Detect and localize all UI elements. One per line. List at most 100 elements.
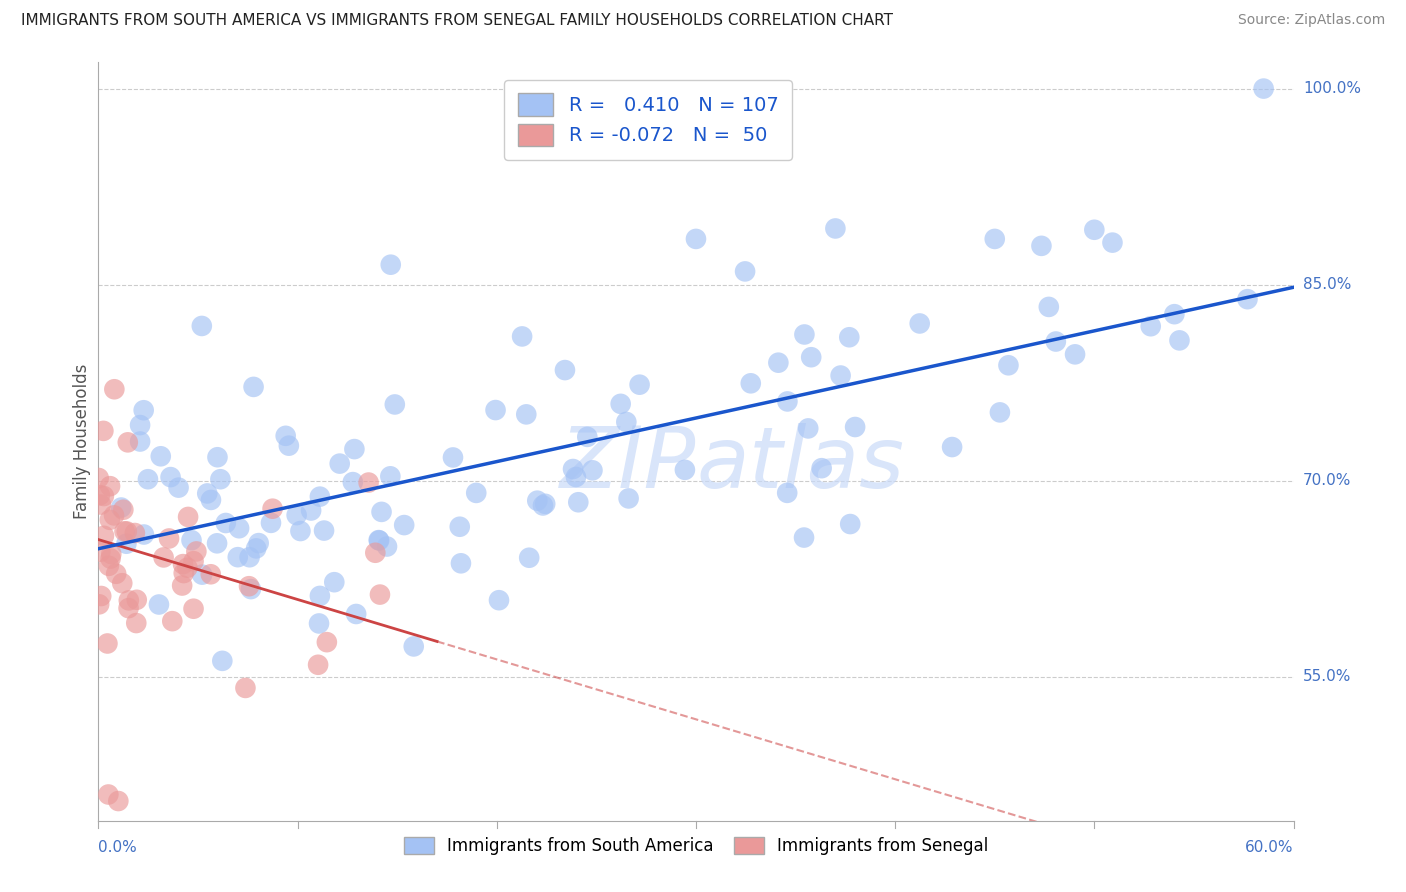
- Point: [984, 232, 1007, 246]
- Point: [115, 537, 138, 551]
- Point: [209, 472, 232, 486]
- Point: [1101, 235, 1123, 250]
- Point: [200, 567, 222, 582]
- Point: [117, 435, 139, 450]
- Point: [357, 475, 380, 490]
- Point: [367, 533, 389, 547]
- Point: [105, 566, 128, 581]
- Point: [211, 654, 233, 668]
- Point: [402, 640, 425, 654]
- Point: [260, 516, 283, 530]
- Point: [839, 517, 862, 532]
- Point: [299, 503, 322, 517]
- Point: [238, 550, 260, 565]
- Point: [90, 589, 112, 603]
- Point: [793, 531, 815, 545]
- Point: [309, 589, 332, 603]
- Point: [581, 463, 603, 477]
- Point: [97, 788, 120, 802]
- Point: [124, 526, 146, 541]
- Point: [200, 492, 222, 507]
- Point: [159, 470, 181, 484]
- Point: [342, 475, 364, 489]
- Point: [195, 486, 218, 500]
- Point: [274, 429, 297, 443]
- Point: [205, 536, 228, 550]
- Point: [262, 501, 284, 516]
- Point: [290, 524, 312, 538]
- Point: [172, 557, 194, 571]
- Point: [793, 327, 815, 342]
- Point: [614, 415, 637, 429]
- Point: [309, 490, 332, 504]
- Point: [207, 450, 229, 465]
- Point: [609, 397, 631, 411]
- Point: [1163, 307, 1185, 321]
- Point: [768, 356, 790, 370]
- Point: [103, 382, 125, 396]
- Point: [245, 541, 267, 556]
- Point: [148, 598, 170, 612]
- Point: [308, 616, 330, 631]
- Point: [734, 264, 756, 278]
- Point: [111, 576, 134, 591]
- Point: [364, 546, 387, 560]
- Point: [132, 403, 155, 417]
- Point: [515, 408, 537, 422]
- Point: [370, 505, 392, 519]
- Point: [565, 470, 588, 484]
- Point: [1045, 334, 1067, 349]
- Point: [344, 607, 367, 621]
- Point: [98, 513, 121, 527]
- Point: [484, 403, 506, 417]
- Point: [235, 681, 257, 695]
- Point: [89, 544, 111, 558]
- Point: [93, 489, 115, 503]
- Point: [238, 579, 260, 593]
- Point: [180, 533, 202, 548]
- Point: [510, 329, 533, 343]
- Point: [173, 566, 195, 580]
- Point: [247, 536, 270, 550]
- Point: [136, 472, 159, 486]
- Point: [517, 550, 540, 565]
- Point: [315, 635, 337, 649]
- Point: [162, 614, 184, 628]
- Point: [628, 377, 651, 392]
- Point: [157, 532, 180, 546]
- Point: [384, 397, 406, 411]
- Point: [1139, 319, 1161, 334]
- Point: [118, 593, 141, 607]
- Point: [562, 462, 585, 476]
- Text: atlas: atlas: [696, 423, 904, 506]
- Point: [96, 636, 118, 650]
- Point: [149, 450, 172, 464]
- Point: [242, 380, 264, 394]
- Point: [1083, 223, 1105, 237]
- Point: [567, 495, 589, 509]
- Point: [800, 350, 823, 364]
- Point: [554, 363, 576, 377]
- Text: 60.0%: 60.0%: [1246, 839, 1294, 855]
- Text: 100.0%: 100.0%: [1303, 81, 1361, 96]
- Point: [89, 597, 111, 611]
- Point: [110, 500, 132, 515]
- Point: [1031, 239, 1053, 253]
- Point: [1253, 81, 1275, 95]
- Point: [285, 508, 308, 522]
- Point: [186, 544, 208, 558]
- Point: [132, 527, 155, 541]
- Point: [776, 486, 799, 500]
- Point: [183, 554, 205, 568]
- Point: [380, 469, 402, 483]
- Point: [844, 420, 866, 434]
- Point: [685, 232, 707, 246]
- Point: [375, 540, 398, 554]
- Point: [617, 491, 640, 506]
- Point: [450, 557, 472, 571]
- Point: [307, 657, 329, 672]
- Point: [89, 488, 111, 502]
- Point: [526, 493, 548, 508]
- Point: [449, 520, 471, 534]
- Point: [114, 524, 136, 539]
